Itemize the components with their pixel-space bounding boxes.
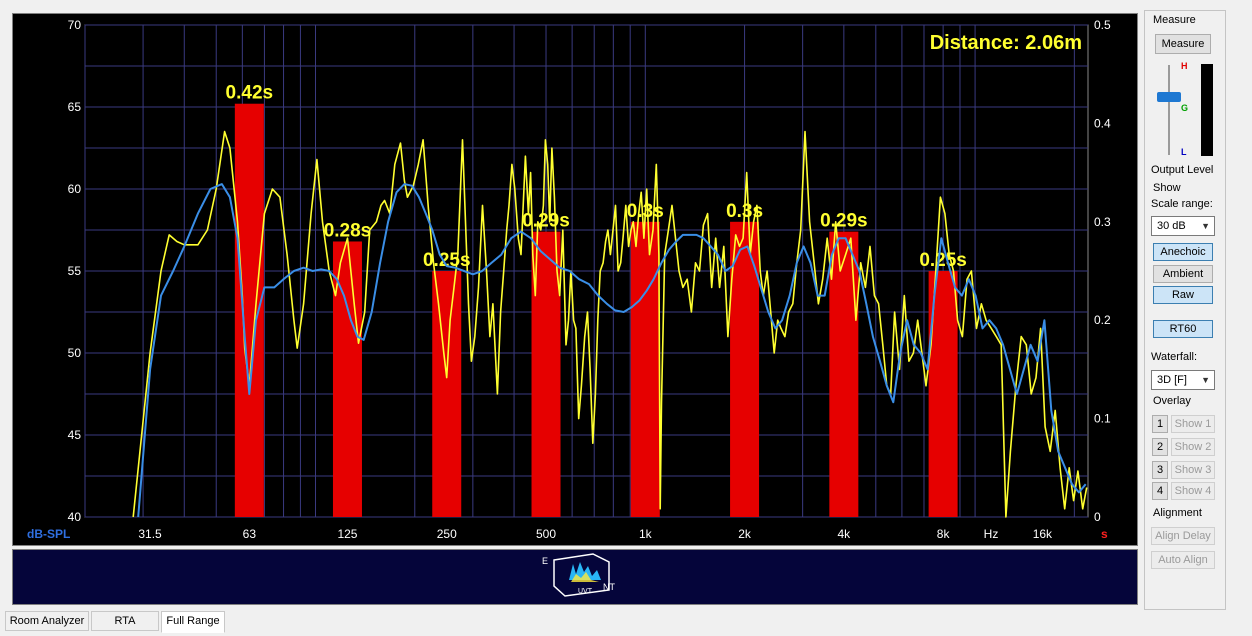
y-tick-label: 65 [68,100,82,114]
y-tick-label: 70 [68,18,82,32]
thumbnail-label-uvt: UVT [578,588,593,595]
tab-room-analyzer[interactable]: Room Analyzer [5,611,89,631]
measure-group-title: Measure [1153,14,1196,26]
chevron-down-icon: ▼ [1201,375,1210,385]
rt60-bar-label: 0.42s [226,83,274,104]
measure-button[interactable]: Measure [1155,34,1211,54]
x-tick-label: 1k [639,527,653,541]
rt60-bar [432,271,462,517]
control-panel: Measure Measure H G L Output Level Show … [1144,10,1226,610]
scale-range-value: 30 dB [1157,220,1186,232]
series-line-raw [132,130,1088,518]
frequency-response-chart: 40 45 50 55 60 65 70 0 0.1 0.2 0.3 0.4 0.5 31.5 63 125 2… [12,13,1138,546]
thumbnail-label-nt: NT [603,582,615,592]
y2-tick-label: 0.1 [1094,412,1111,426]
overlay-show-4-button[interactable]: Show 4 [1171,482,1215,500]
rt60-bar-label: 0.25s [919,250,967,271]
y2-tick-label: 0.2 [1094,313,1111,327]
y2-tick-label: 0.5 [1094,18,1111,32]
overlay-2-number[interactable]: 2 [1152,438,1168,456]
x-tick-label: 8k [937,527,951,541]
y-tick-label: 40 [68,510,82,524]
overlay-show-2-button[interactable]: Show 2 [1171,438,1215,456]
chart-svg: 40 45 50 55 60 65 70 0 0.1 0.2 0.3 0.4 0.5 31.5 63 125 2… [27,18,1111,541]
scale-range-select[interactable]: 30 dB ▼ [1151,216,1215,236]
rt60-button[interactable]: RT60 [1153,320,1213,338]
overlay-1-number[interactable]: 1 [1152,415,1168,433]
waterfall-thumbnail-svg[interactable]: E UVT NT [13,550,1137,604]
overlay-4-number[interactable]: 4 [1152,482,1168,500]
distance-annotation: Distance: 2.06m [930,32,1082,54]
output-level-slider[interactable] [1157,65,1181,155]
meter-mark-good: G [1181,103,1189,113]
waterfall-value: 3D [F] [1157,374,1187,386]
overlay-group-title: Overlay [1153,395,1191,407]
x-unit-label: Hz [984,527,999,541]
meter-mark-high: H [1181,61,1188,71]
rt60-bar-label: 0.25s [423,250,471,271]
y2-tick-label: 0 [1094,510,1101,524]
x-tick-label: 63 [243,527,257,541]
y-axis-label: dB-SPL [27,527,70,541]
overlay-show-3-button[interactable]: Show 3 [1171,461,1215,479]
x-tick-label: 16k [1033,527,1053,541]
tab-full-range[interactable]: Full Range [161,611,225,633]
thumbnail-label-e: E [542,556,548,566]
y-tick-label: 60 [68,182,82,196]
series-line-smoothed [137,183,1087,518]
thumbnail-waterfall-highlight [571,572,599,582]
x-tick-label: 4k [837,527,851,541]
y2-tick-label: 0.3 [1094,215,1111,229]
y2-tick-label: 0.4 [1094,116,1111,130]
waterfall-label: Waterfall: [1151,351,1198,363]
overlay-3-number[interactable]: 3 [1152,461,1168,479]
y-tick-label: 50 [68,346,82,360]
rt60-bar [829,231,859,517]
waterfall-select[interactable]: 3D [F] ▼ [1151,370,1215,390]
slider-track [1168,65,1170,155]
chevron-down-icon: ▼ [1201,221,1210,231]
auto-align-button[interactable]: Auto Align [1151,551,1215,569]
rt60-bar [630,221,660,518]
y2-axis-label: s [1101,527,1108,541]
rt60-bar [730,221,760,518]
waterfall-thumbnail-strip[interactable]: E UVT NT [12,549,1138,605]
x-tick-label: 250 [437,527,457,541]
output-level-meter [1201,64,1213,156]
meter-mark-low: L [1181,147,1187,157]
x-tick-label: 125 [337,527,357,541]
show-group-title: Show [1153,182,1181,194]
y-tick-label: 55 [68,264,82,278]
overlay-show-1-button[interactable]: Show 1 [1171,415,1215,433]
alignment-group-title: Alignment [1153,507,1202,519]
raw-button[interactable]: Raw [1153,286,1213,304]
x-tick-label: 500 [536,527,556,541]
output-level-label: Output Level [1151,164,1214,176]
align-delay-button[interactable]: Align Delay [1151,527,1215,545]
scale-range-label: Scale range: [1151,198,1213,210]
rt60-bar-label: 0.29s [522,211,570,232]
rt60-bar-label: 0.29s [820,211,868,232]
rt60-bar-label: 0.28s [324,220,372,241]
y-tick-label: 45 [68,428,82,442]
x-tick-label: 2k [738,527,752,541]
ambient-button[interactable]: Ambient [1153,265,1213,283]
rt60-bar [332,241,362,518]
anechoic-button[interactable]: Anechoic [1153,243,1213,261]
slider-thumb[interactable] [1157,92,1181,102]
x-tick-label: 31.5 [138,527,162,541]
tab-rta[interactable]: RTA [91,611,159,631]
